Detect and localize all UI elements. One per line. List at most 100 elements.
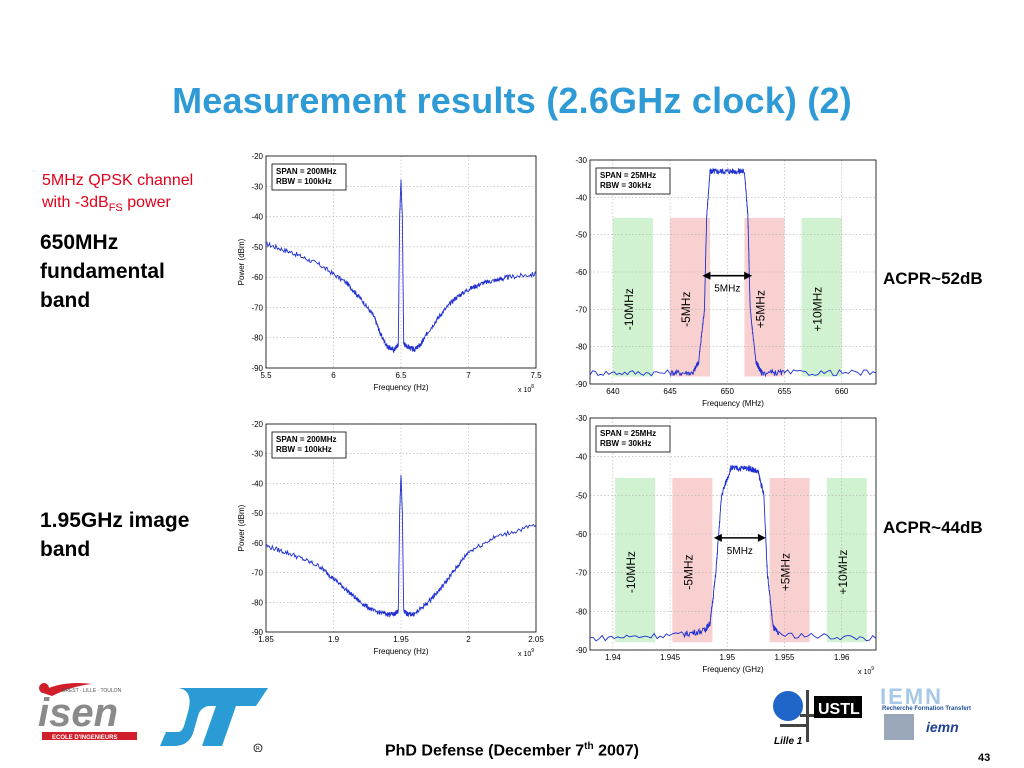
annotation-line: SPAN = 200MHz [276,167,337,176]
x-tick-label: 6 [331,371,336,380]
x-axis-label: Frequency (MHz) [702,399,764,408]
y-tick-label: -50 [251,243,263,252]
x-tick-label: 640 [606,387,620,396]
iemn-logo: IEMN Recherche Formation Transfert iemn [876,684,1000,746]
isen-logo: BREST · LILLE · TOULON isen ECOLE D'INGE… [32,674,162,746]
band-label: +5MHz [753,290,767,328]
x-tick-label: 1.9 [328,635,340,644]
x-multiplier: x 108 [518,384,534,394]
svg-text:isen: isen [38,691,118,735]
x-tick-label: 7.5 [530,371,542,380]
svg-text:IEMN: IEMN [880,684,943,709]
x-tick-label: 1.95 [719,653,735,662]
channel-note-line2-post: power [122,194,171,211]
y-axis-label: Power (dBm) [237,238,246,285]
band-label: -5MHz [681,554,695,589]
wide-span-fundamental-chart: 5.5 6 6.5 7 7.5 -20 -30 -40 -50 -60 -70 -80 -90 Frequ… [237,152,542,394]
channel-note-line1: 5MHz QPSK channel [42,172,194,189]
annotation-line: RBW = 100kHz [276,177,332,186]
adjacent-band [612,217,653,377]
spectrum-trace [589,167,877,378]
x-tick-label: 645 [663,387,677,396]
band-label-line: band [40,289,91,312]
channel-note-line2-pre: with -3dB [42,194,109,211]
narrow-span-image-chart: -10MHz -5MHz +5MHz +10MHz 1.94 1.945 1.95 1.955… [575,414,877,676]
annotation-line: SPAN = 200MHz [276,435,337,444]
x-tick-label: 660 [835,387,849,396]
y-tick-label: -40 [575,453,587,462]
band-label: -5MHz [679,292,693,327]
channel-note-sub: FS [108,202,123,215]
y-tick-label: -60 [575,268,587,277]
y-tick-label: -70 [575,569,587,578]
acpr-bottom: ACPR~44dB [883,518,983,537]
plot-frame [265,423,537,633]
page-number: 43 [978,752,991,764]
y-tick-label: -30 [575,156,587,165]
plot-frame [265,155,537,369]
y-tick-label: -80 [575,343,587,352]
y-tick-label: -20 [251,152,263,161]
y-tick-label: -80 [575,607,587,616]
annotation-line: RBW = 30kHz [600,181,651,190]
x-axis-label: Frequency (GHz) [702,665,764,674]
y-tick-label: -30 [575,414,587,423]
arrow-head-left [713,533,722,542]
x-tick-label: 1.955 [774,653,795,662]
footer-sup: th [584,741,594,752]
annotation-line: RBW = 30kHz [600,439,651,448]
band-label-line: fundamental [40,260,165,283]
band-label: -10MHz [624,551,638,593]
svg-text:BREST · LILLE · TOULON: BREST · LILLE · TOULON [62,688,122,694]
fundamental-band-label: 650MHz fundamental band [40,228,165,315]
annotation-line: RBW = 100kHz [276,445,332,454]
adjacent-band [744,217,785,377]
svg-text:R: R [256,746,260,752]
x-tick-label: 1.96 [834,653,850,662]
y-axis-label: Power (dBm) [237,504,246,551]
band-label-line: 650MHz [40,231,119,254]
arrow-head-right [757,533,766,542]
channel-arrow-label: 5MHz [714,284,740,295]
adjacent-band [670,217,711,377]
acpr-top: ACPR~52dB [883,269,983,288]
y-tick-label: -80 [251,598,263,607]
annotation-box [271,431,347,459]
x-tick-label: 1.945 [660,653,681,662]
footer-pre: PhD Defense (December 7 [384,742,585,760]
band-label: +5MHz [779,553,793,591]
svg-text:Recherche Formation Transfert: Recherche Formation Transfert [882,706,971,712]
y-tick-label: -90 [251,628,263,637]
y-tick-label: -70 [251,569,263,578]
adjacent-band [672,477,713,643]
x-tick-label: 1.94 [605,653,621,662]
x-tick-label: 5.5 [260,371,272,380]
ustl-logo: USTL Lille 1 [770,684,870,750]
band-label: +10MHz [836,550,850,595]
spectrum-trace [265,179,537,354]
footer-post: 2007) [593,742,639,760]
adjacent-band [826,477,867,643]
x-tick-label: 6.5 [395,371,407,380]
band-label-line: band [40,538,91,561]
spectrum-trace [589,464,877,642]
adjacent-band [615,477,656,643]
y-tick-label: -40 [575,193,587,202]
adjacent-band [801,217,842,377]
svg-text:USTL: USTL [818,701,860,718]
y-tick-label: -90 [575,380,587,389]
y-tick-label: -30 [251,182,263,191]
x-tick-label: 1.85 [258,635,274,644]
svg-text:ECOLE D'INGENIEURS: ECOLE D'INGENIEURS [52,735,117,741]
channel-arrow-label: 5MHz [727,546,753,557]
y-tick-label: -50 [251,509,263,518]
svg-text:iemn: iemn [926,719,959,735]
y-tick-label: -60 [251,273,263,282]
slide-title: Measurement results (2.6GHz clock) (2) [172,80,852,121]
y-tick-label: -50 [575,491,587,500]
annotation-box [595,167,671,195]
arrow-head-right [744,271,753,280]
y-tick-label: -50 [575,231,587,240]
band-label-line: 1.95GHz image [40,509,190,532]
